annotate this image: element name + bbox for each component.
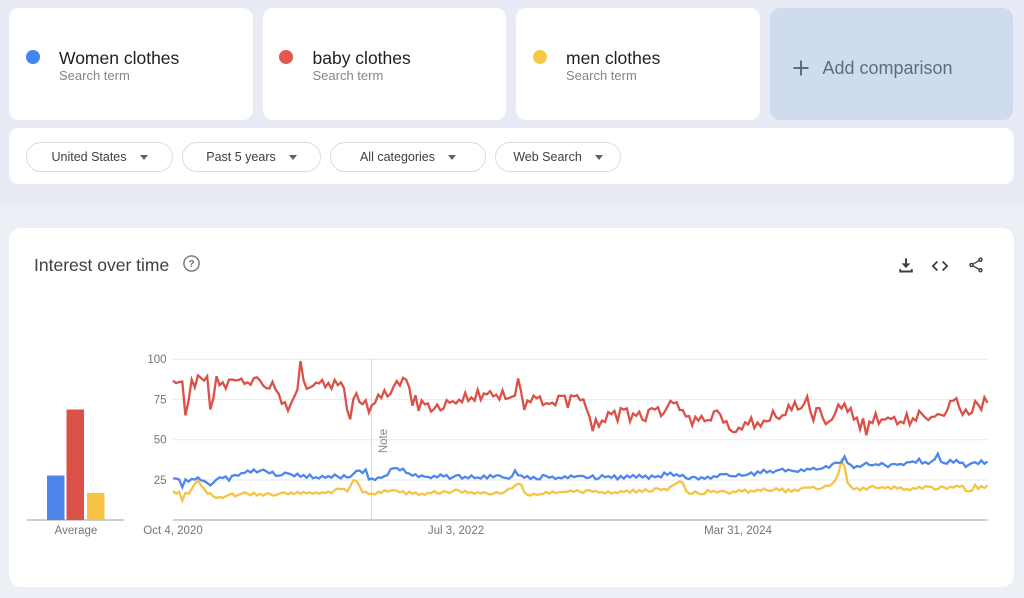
svg-text:Note: Note xyxy=(378,429,390,453)
svg-text:25: 25 xyxy=(154,475,167,487)
svg-text:?: ? xyxy=(188,258,194,270)
svg-text:Average: Average xyxy=(55,525,98,537)
svg-text:Mar 31, 2024: Mar 31, 2024 xyxy=(704,525,772,537)
svg-text:Oct 4, 2020: Oct 4, 2020 xyxy=(143,525,202,537)
svg-text:100: 100 xyxy=(147,354,166,366)
svg-text:75: 75 xyxy=(154,394,167,406)
svg-text:50: 50 xyxy=(154,435,167,447)
svg-text:Jul 3, 2022: Jul 3, 2022 xyxy=(428,525,484,537)
